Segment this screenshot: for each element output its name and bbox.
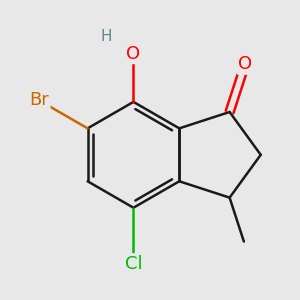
Text: Cl: Cl — [124, 254, 142, 272]
Text: O: O — [238, 56, 252, 74]
Text: O: O — [126, 45, 140, 63]
Text: Br: Br — [29, 92, 49, 110]
Text: H: H — [101, 29, 112, 44]
